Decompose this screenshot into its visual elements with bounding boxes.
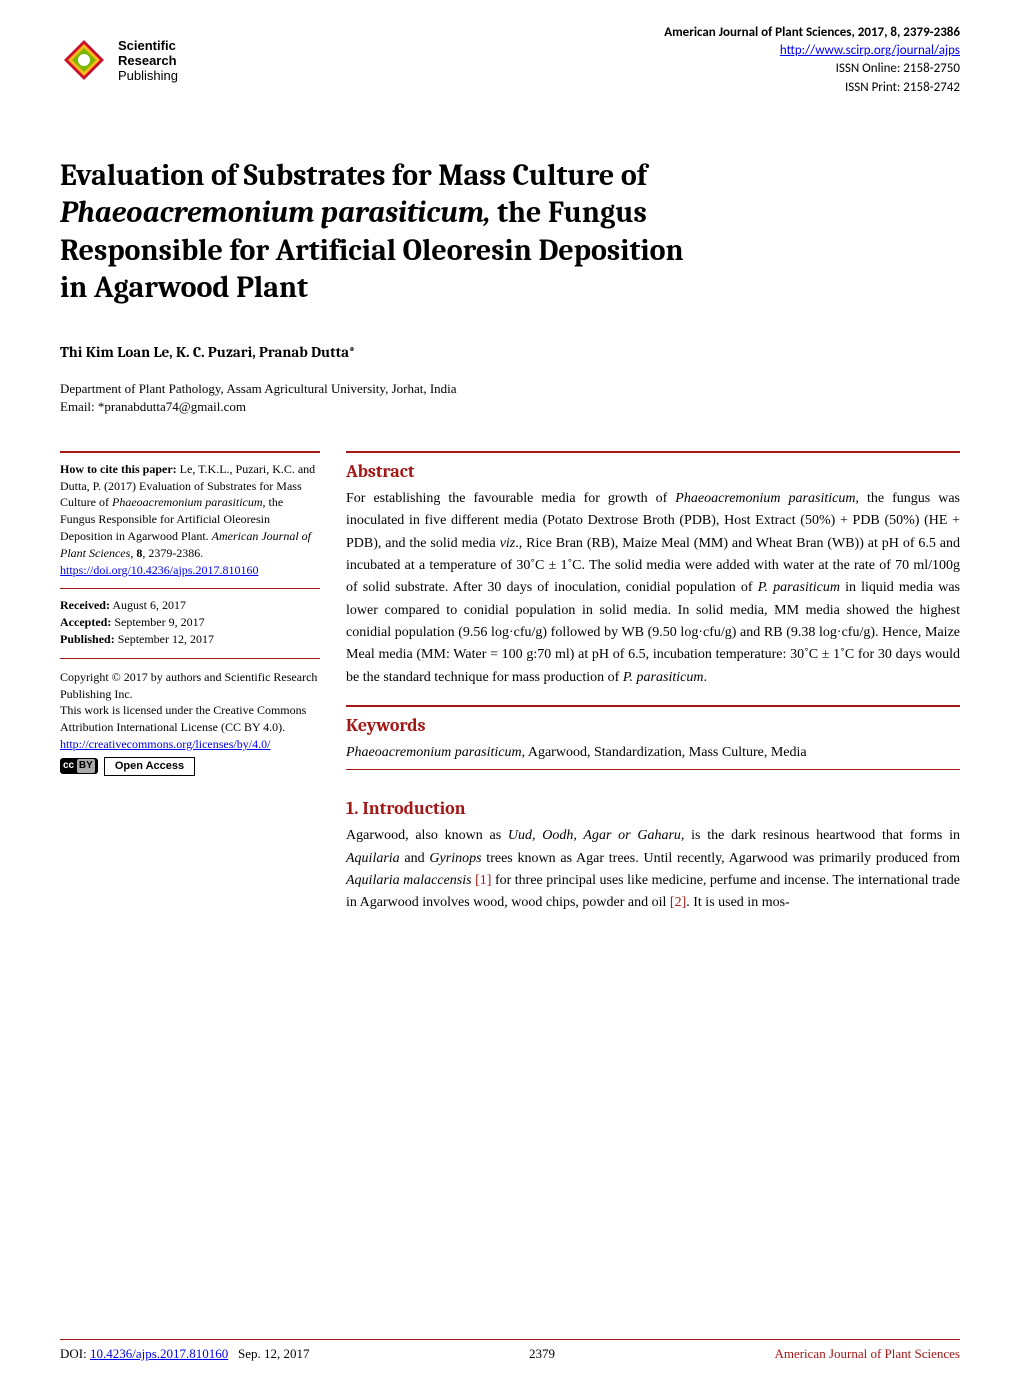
in-i4: Aquilaria malaccensis bbox=[346, 873, 472, 888]
open-access-label: Open Access bbox=[104, 757, 195, 776]
cite-ital1: Phaeoacremonium parasiticum bbox=[112, 495, 263, 509]
footer-doi-link[interactable]: 10.4236/ajps.2017.810160 bbox=[90, 1346, 228, 1361]
cite-text4: , 2379-2386. bbox=[142, 546, 203, 560]
in-t3: and bbox=[400, 851, 430, 866]
publisher-logo-block: Scientific Research Publishing bbox=[60, 24, 178, 97]
page-footer: DOI: 10.4236/ajps.2017.810160 Sep. 12, 2… bbox=[60, 1339, 960, 1362]
abs-t1: For establishing the favourable media fo… bbox=[346, 491, 675, 506]
keywords-rule-bot bbox=[346, 769, 960, 770]
intro-text: Agarwood, also known as Uud, Oodh, Agar … bbox=[346, 825, 960, 915]
cite-label: How to cite this paper: bbox=[60, 462, 177, 476]
footer-left: DOI: 10.4236/ajps.2017.810160 Sep. 12, 2… bbox=[60, 1346, 310, 1362]
open-access-row: cc BY Open Access bbox=[60, 757, 320, 776]
in-t2: , is the dark resinous heartwood that fo… bbox=[681, 828, 960, 843]
keywords-rule-top bbox=[346, 705, 960, 707]
title-line1: Evaluation of Substrates for Mass Cultur… bbox=[60, 158, 647, 193]
published-label: Published: bbox=[60, 632, 115, 646]
logo-line3: Publishing bbox=[118, 68, 178, 83]
abstract-text: For establishing the favourable media fo… bbox=[346, 488, 960, 690]
doi-link[interactable]: https://doi.org/10.4236/ajps.2017.810160 bbox=[60, 563, 258, 577]
keywords-block: Keywords Phaeoacremonium parasiticum, Ag… bbox=[346, 705, 960, 770]
abs-i3: P. parasiticum bbox=[758, 580, 840, 595]
published-date: September 12, 2017 bbox=[115, 632, 214, 646]
received-date: August 6, 2017 bbox=[110, 598, 186, 612]
corresponding-email: Email: *pranabdutta74@gmail.com bbox=[0, 399, 1020, 415]
sidebar-rule-mid bbox=[60, 588, 320, 589]
received-label: Received: bbox=[60, 598, 110, 612]
kw-i1: Phaeoacremonium parasiticum bbox=[346, 745, 522, 760]
in-i1: Uud, Oodh, Agar or Gaharu bbox=[508, 828, 681, 843]
sidebar-rule-top bbox=[60, 451, 320, 453]
journal-info: American Journal of Plant Sciences, 2017… bbox=[664, 24, 960, 97]
accepted-date: September 9, 2017 bbox=[111, 615, 204, 629]
license-link[interactable]: http://creativecommons.org/licenses/by/4… bbox=[60, 737, 270, 751]
in-i2: Aquilaria bbox=[346, 851, 400, 866]
introduction-block: 1. Introduction Agarwood, also known as … bbox=[346, 798, 960, 915]
two-column-body: How to cite this paper: Le, T.K.L., Puza… bbox=[0, 415, 1020, 915]
page-number: 2379 bbox=[529, 1346, 555, 1362]
ref-1: [1] bbox=[475, 873, 491, 888]
in-t7: . It is used in mos- bbox=[686, 895, 789, 910]
article-title: Evaluation of Substrates for Mass Cultur… bbox=[60, 157, 960, 307]
in-t4: trees known as Agar trees. Until recentl… bbox=[482, 851, 960, 866]
issn-print: ISSN Print: 2158-2742 bbox=[664, 79, 960, 97]
keywords-text: Phaeoacremonium parasiticum, Agarwood, S… bbox=[346, 742, 960, 763]
abs-t5: . bbox=[703, 670, 707, 685]
license-text: This work is licensed under the Creative… bbox=[60, 702, 320, 736]
ref-2: [2] bbox=[670, 895, 686, 910]
header: Scientific Research Publishing American … bbox=[0, 0, 1020, 107]
title-line4: in Agarwood Plant bbox=[60, 270, 308, 305]
publisher-name: Scientific Research Publishing bbox=[118, 38, 178, 83]
journal-name-line: American Journal of Plant Sciences, 2017… bbox=[664, 24, 960, 42]
doi-label: DOI: bbox=[60, 1346, 90, 1361]
copyright: Copyright © 2017 by authors and Scientif… bbox=[60, 669, 320, 703]
cc-text: cc bbox=[63, 759, 74, 773]
accepted-label: Accepted: bbox=[60, 615, 111, 629]
main-column: Abstract For establishing the favourable… bbox=[346, 451, 960, 915]
authors: Thi Kim Loan Le, K. C. Puzari, Pranab Du… bbox=[0, 327, 1020, 367]
footer-date: Sep. 12, 2017 bbox=[238, 1346, 310, 1361]
footer-journal: American Journal of Plant Sciences bbox=[774, 1346, 960, 1362]
sidebar-rule-bot bbox=[60, 658, 320, 659]
in-t1: Agarwood, also known as bbox=[346, 828, 508, 843]
title-line3: Responsible for Artificial Oleoresin Dep… bbox=[60, 233, 684, 268]
intro-heading: 1. Introduction bbox=[346, 798, 960, 819]
issn-online: ISSN Online: 2158-2750 bbox=[664, 60, 960, 78]
keywords-heading: Keywords bbox=[346, 715, 960, 736]
kw-rest: , Agarwood, Standardization, Mass Cultur… bbox=[522, 745, 807, 760]
title-line2-rest: the Fungus bbox=[491, 195, 647, 230]
affiliation: Department of Plant Pathology, Assam Agr… bbox=[0, 367, 1020, 399]
title-block: Evaluation of Substrates for Mass Cultur… bbox=[0, 107, 1020, 327]
journal-url-link[interactable]: http://www.scirp.org/journal/ajps bbox=[780, 43, 960, 58]
abs-i1: Phaeoacremonium parasiticum, bbox=[675, 491, 859, 506]
abs-i4: P. parasiticum bbox=[623, 670, 704, 685]
abstract-heading: Abstract bbox=[346, 461, 960, 482]
abs-i2: viz bbox=[500, 536, 516, 551]
title-line2-italic: Phaeoacremonium parasiticum, bbox=[60, 195, 491, 230]
in-i3: Gyrinops bbox=[429, 851, 481, 866]
logo-line1: Scientific bbox=[118, 38, 178, 53]
srp-logo-icon bbox=[60, 36, 108, 84]
sidebar: How to cite this paper: Le, T.K.L., Puza… bbox=[60, 451, 320, 915]
cc-badge-icon: cc BY bbox=[60, 758, 98, 774]
logo-line2: Research bbox=[118, 53, 178, 68]
abstract-rule-top bbox=[346, 451, 960, 453]
by-text: BY bbox=[77, 759, 95, 773]
